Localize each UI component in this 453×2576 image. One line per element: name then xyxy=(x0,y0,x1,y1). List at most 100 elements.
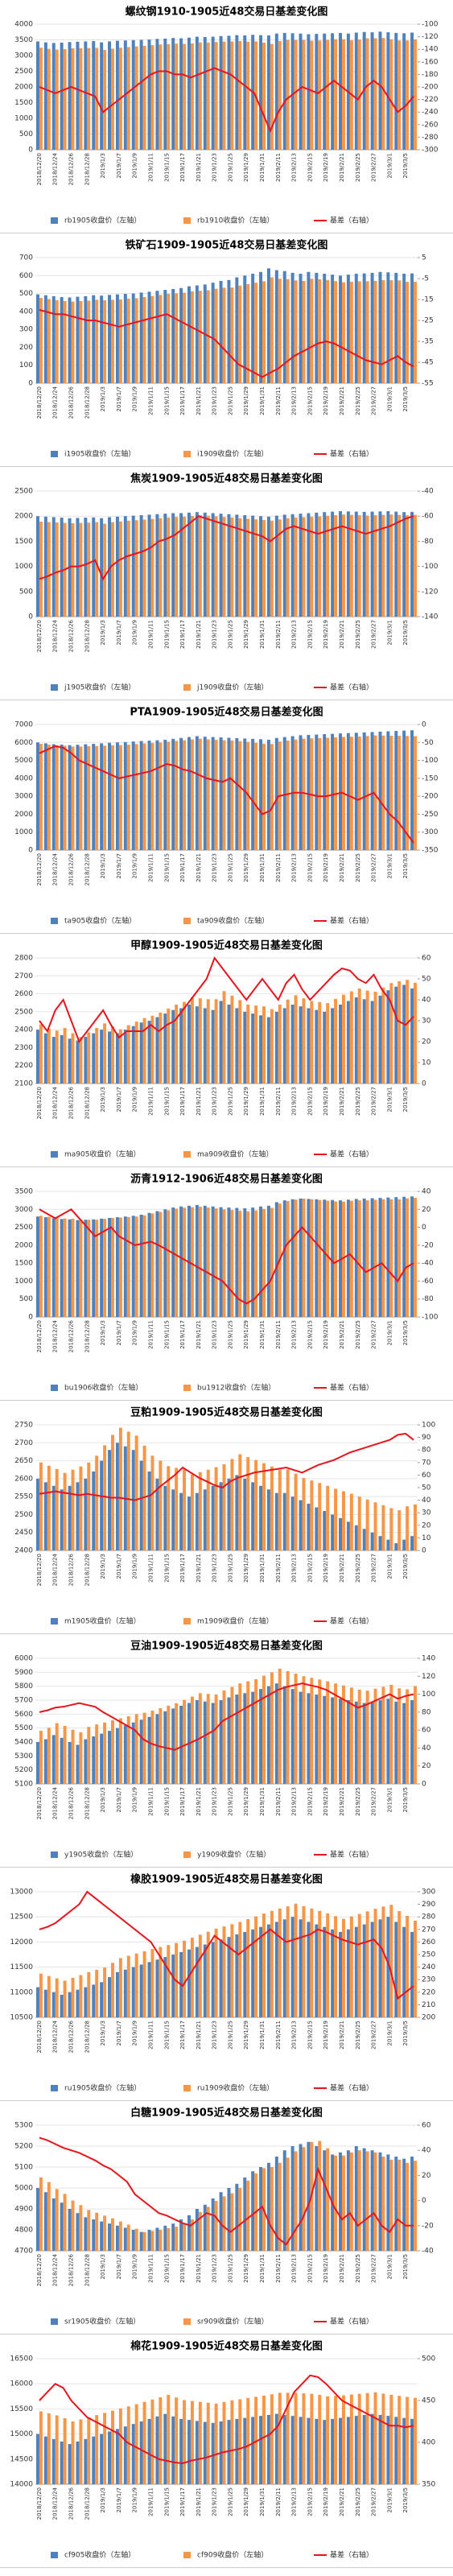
bar xyxy=(282,32,286,150)
bar xyxy=(198,1206,202,1317)
bar xyxy=(227,2420,231,2484)
chart-title: 白糖1909-1905近48交易日基差变化图 xyxy=(130,2107,323,2120)
legend-swatch xyxy=(51,2085,58,2091)
bar xyxy=(365,1911,369,2017)
bar xyxy=(190,1207,194,1317)
bar xyxy=(39,1731,43,1784)
bar xyxy=(126,1025,130,1084)
bar xyxy=(159,1946,163,2017)
x-tick-label: 2019/2/15 xyxy=(307,2021,313,2050)
bar xyxy=(235,277,239,383)
x-tick-label: 2019/1/9 xyxy=(132,2487,138,2512)
bar xyxy=(341,514,345,617)
bar xyxy=(310,1908,314,2017)
bar xyxy=(60,1219,64,1317)
x-tick-label: 2019/1/29 xyxy=(243,2254,249,2283)
bar xyxy=(282,270,286,383)
y-tick-label: 700 xyxy=(19,254,33,262)
bar xyxy=(39,2411,43,2484)
bar xyxy=(307,1922,311,2017)
bar xyxy=(198,42,202,151)
x-tick-label: 2019/2/19 xyxy=(323,153,329,182)
bar xyxy=(251,1929,255,2017)
bar xyxy=(346,1001,350,1084)
bar xyxy=(175,517,179,617)
x-tick-label: 2019/3/1 xyxy=(386,2487,393,2512)
bar xyxy=(95,1455,99,1550)
bar xyxy=(147,39,151,150)
bar xyxy=(259,1485,263,1550)
chart-title: 橡胶1909-1905近48交易日基差变化图 xyxy=(130,1873,323,1886)
x-tick-label: 2019/1/31 xyxy=(259,2021,266,2050)
x-tick-label: 2019/3/5 xyxy=(402,1554,409,1579)
bar xyxy=(357,1200,361,1317)
bar xyxy=(397,1510,402,1550)
x-tick-label: 2018/12/26 xyxy=(68,152,75,185)
bar xyxy=(386,510,390,617)
bar xyxy=(307,734,311,850)
chart: 螺纹钢1910-1905近48交易日基差变化图05001000150020002… xyxy=(0,6,453,233)
x-tick-label: 2019/1/31 xyxy=(259,1554,266,1583)
bar xyxy=(410,32,414,150)
bar xyxy=(150,2399,154,2484)
y-tick-label: 3000 xyxy=(14,793,33,801)
bar xyxy=(365,2151,369,2251)
bar xyxy=(147,1716,151,1784)
bar xyxy=(266,35,270,150)
x-tick-label: 2019/3/5 xyxy=(402,1787,409,1812)
x-tick-label: 2018/12/26 xyxy=(68,2487,75,2520)
bar xyxy=(389,1905,393,2017)
bar xyxy=(362,273,366,383)
bar xyxy=(334,514,338,617)
bar xyxy=(68,42,72,151)
bar xyxy=(203,2421,207,2484)
bar xyxy=(373,2392,377,2484)
bar xyxy=(150,45,154,150)
x-tick-label: 2019/2/27 xyxy=(371,1787,377,1816)
x-tick-label: 2019/1/31 xyxy=(259,1320,266,1349)
bar xyxy=(131,1967,135,2017)
bar xyxy=(227,514,231,617)
bar xyxy=(389,280,393,383)
x-tick-label: 2019/1/25 xyxy=(227,1787,233,1816)
bar xyxy=(378,1536,382,1550)
legend-swatch xyxy=(183,918,191,924)
bar xyxy=(108,1031,112,1084)
bar xyxy=(339,510,342,617)
bar xyxy=(68,1485,72,1550)
bar xyxy=(55,2189,59,2251)
y-tick-label: 500 xyxy=(19,588,33,596)
bar xyxy=(410,1536,414,1550)
bar xyxy=(318,1001,322,1084)
bar xyxy=(206,739,210,850)
x-tick-label: 2019/1/15 xyxy=(163,853,170,882)
bar xyxy=(219,1482,223,1550)
y2-tick-label: 0 xyxy=(422,1781,426,1789)
x-tick-label: 2019/1/31 xyxy=(259,2487,266,2516)
y-tick-label: 600 xyxy=(19,272,33,280)
bar xyxy=(47,744,51,850)
bar xyxy=(163,1485,167,1550)
bar xyxy=(79,47,83,150)
y-tick-label: 2200 xyxy=(14,1062,33,1070)
bar xyxy=(334,281,338,383)
bar xyxy=(230,2193,234,2251)
bar xyxy=(139,514,143,617)
bar xyxy=(362,1198,366,1317)
bar xyxy=(246,518,250,617)
bar xyxy=(238,41,242,151)
line xyxy=(39,745,414,844)
bar xyxy=(203,1701,207,1784)
bar xyxy=(294,1674,298,1784)
x-tick-label: 2019/1/7 xyxy=(116,386,122,411)
bar xyxy=(386,731,390,850)
bar xyxy=(63,745,67,850)
x-tick-label: 2019/2/15 xyxy=(307,2254,313,2283)
bar xyxy=(134,2404,138,2484)
x-tick-label: 2018/12/24 xyxy=(52,1319,59,1352)
x-tick-label: 2019/1/29 xyxy=(243,1320,249,1349)
x-tick-label: 2019/1/15 xyxy=(163,2021,170,2050)
bar xyxy=(118,521,122,617)
bar xyxy=(315,2146,319,2251)
x-tick-label: 2018/12/24 xyxy=(52,152,59,185)
